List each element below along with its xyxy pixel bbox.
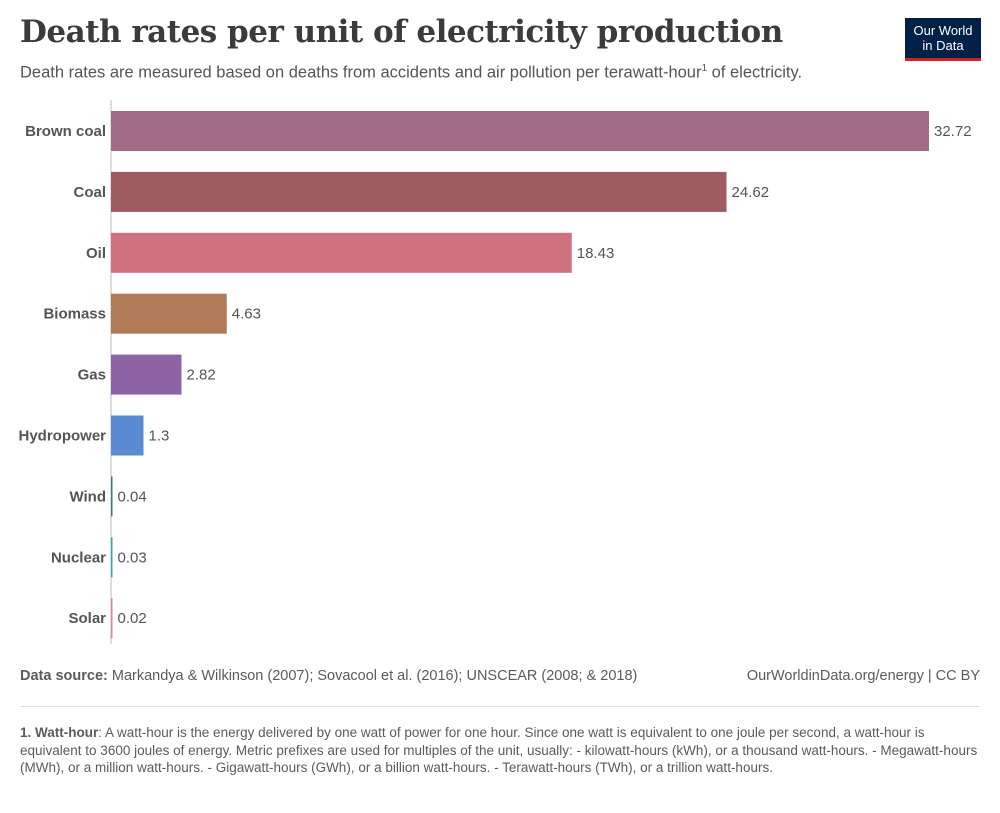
logo-line-1: Our World [913, 23, 973, 38]
value-label: 2.82 [187, 367, 216, 384]
category-label: Oil [86, 245, 106, 262]
bar-oil[interactable] [111, 232, 572, 273]
credit-link[interactable]: OurWorldinData.org/energy | CC BY [746, 668, 980, 684]
footnote: 1. Watt-hour: A watt-hour is the energy … [20, 724, 980, 777]
category-label: Brown coal [25, 123, 106, 140]
subtitle-suffix: of electricity. [707, 63, 803, 82]
bar-hydropower[interactable] [111, 415, 144, 456]
value-label: 0.04 [118, 488, 147, 505]
category-label: Wind [69, 488, 106, 505]
logo-line-2: in Data [922, 38, 964, 53]
bar-biomass[interactable] [111, 293, 227, 334]
source-line: Data source: Markandya & Wilkinson (2007… [20, 668, 980, 684]
value-label: 4.63 [232, 306, 261, 323]
chart-subtitle: Death rates are measured based on deaths… [20, 63, 802, 83]
data-source-text: Markandya & Wilkinson (2007); Sovacool e… [107, 668, 638, 684]
category-label: Nuclear [51, 549, 106, 566]
category-label: Biomass [43, 306, 106, 323]
value-label: 1.3 [149, 428, 170, 445]
value-label: 18.43 [577, 245, 615, 262]
category-label: Gas [78, 367, 106, 384]
value-label: 24.62 [732, 184, 770, 201]
bar-gas[interactable] [111, 354, 182, 395]
category-label: Solar [68, 610, 106, 627]
bar-coal[interactable] [111, 171, 727, 212]
subtitle-footnote-mark[interactable]: 1 [701, 63, 708, 74]
value-label: 0.02 [118, 610, 147, 627]
bar-solar[interactable] [111, 598, 113, 639]
value-label: 0.03 [118, 549, 147, 566]
bar-brown-coal[interactable] [111, 111, 929, 151]
chart-title: Death rates per unit of electricity prod… [20, 14, 783, 50]
bar-chart: Brown coal 32.72 Coal 24.62 Oil 18.43 Biomass 4… [18, 100, 972, 644]
bar-nuclear[interactable] [111, 537, 113, 578]
subtitle-text: Death rates are measured based on deaths… [20, 63, 702, 82]
category-label: Hydropower [18, 428, 106, 445]
our-world-in-data-logo[interactable]: Our World in Data [905, 18, 981, 61]
data-source: Data source: Markandya & Wilkinson (2007… [20, 668, 637, 684]
footnote-text: : A watt-hour is the energy delivered by… [20, 725, 978, 775]
value-label: 32.72 [934, 123, 972, 140]
footer-divider [20, 706, 980, 707]
bar-wind[interactable] [111, 476, 113, 517]
footnote-label: 1. Watt-hour [20, 725, 99, 740]
data-source-label: Data source: [20, 668, 108, 684]
category-label: Coal [73, 184, 106, 201]
